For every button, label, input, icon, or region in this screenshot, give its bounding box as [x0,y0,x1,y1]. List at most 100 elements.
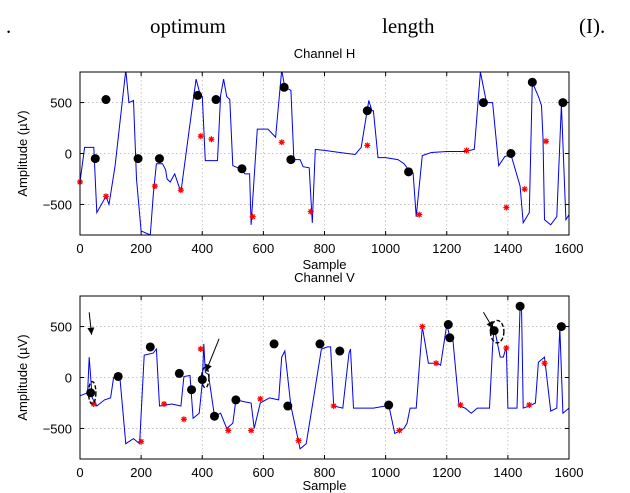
x-tick-label: 0 [76,465,83,480]
marker-secondary-stroke [541,360,548,366]
marker-primary [443,320,453,330]
marker-secondary-stroke [225,427,231,434]
marker-primary [279,82,289,92]
y-axis-label: Amplitude (µV) [15,334,30,420]
marker-primary [315,339,325,349]
marker-secondary [161,400,168,407]
marker-secondary-stroke [463,147,470,154]
marker-primary [90,154,100,164]
text-period: . [6,14,12,38]
chart-panel-1: 0 200 400 600 800 1000 1200 1400 1600 −500 0 500 Cha… [15,46,583,272]
marker-primary [174,368,184,378]
marker-primary [362,106,372,116]
marker-secondary-stroke [416,212,422,218]
x-tick-label: 1000 [371,465,400,480]
x-tick-label: 1600 [555,465,584,480]
x-tick-label: 1400 [493,465,522,480]
marker-primary [209,411,219,421]
marker-primary [193,90,203,100]
marker-secondary-stroke [198,346,204,352]
marker-secondary-stroke [279,139,285,145]
marker-secondary-stroke [178,187,184,193]
marker-primary [384,400,394,410]
x-tick-label: 600 [253,465,275,480]
marker-secondary-stroke [331,403,337,409]
marker-primary [237,164,247,174]
marker-secondary [433,360,440,367]
marker-secondary [526,402,533,409]
annotation-ellipse [87,380,97,405]
marker-primary [145,342,155,352]
marker-secondary-stroke [250,214,256,220]
x-tick-label: 1000 [371,241,400,256]
marker-secondary-stroke [457,402,464,408]
marker-primary [101,95,111,105]
marker-primary [211,95,221,105]
y-tick-label: −500 [43,197,72,212]
marker-secondary-stroke [396,427,403,434]
y-tick-label: −500 [43,421,72,436]
marker-secondary-stroke [91,401,97,407]
marker-secondary-stroke [152,183,158,189]
y-axis-label: Amplitude (µV) [15,110,30,196]
text-word-length: length [382,14,435,38]
marker-secondary-stroke [433,360,439,366]
marker-primary [489,326,499,336]
marker-primary [558,98,568,108]
marker-secondary-stroke [522,186,528,192]
marker-secondary [257,395,264,402]
x-tick-label: 800 [314,241,336,256]
y-tick-label: 0 [65,147,72,162]
marker-secondary [197,133,204,140]
marker-secondary [503,344,510,351]
marker-secondary-stroke [503,345,509,351]
signal-series-line [80,72,569,235]
marker-secondary [102,193,109,200]
marker-primary [133,154,143,164]
x-tick-label: 200 [130,241,152,256]
marker-secondary [364,142,371,149]
marker-primary [231,395,241,405]
annotation-ellipse [200,366,210,389]
x-tick-label: 400 [191,465,213,480]
marker-primary [527,77,537,87]
marker-primary [86,388,96,398]
x-tick-label: 400 [191,241,213,256]
marker-secondary-stroke [503,204,509,211]
marker-primary [506,149,516,158]
marker-primary [445,333,455,343]
marker-secondary-stroke [181,416,187,422]
x-tick-label: 200 [130,465,152,480]
marker-secondary-stroke [526,402,532,408]
signal-series-line [80,306,569,450]
marker-secondary-stroke [419,323,425,330]
marker-secondary-stroke [138,439,144,445]
marker-secondary [419,323,426,330]
marker-secondary [177,187,184,194]
marker-secondary [278,139,285,146]
marker-secondary-stroke [543,138,549,144]
marker-secondary [225,427,232,434]
marker-primary [478,98,488,108]
marker-secondary [208,136,215,143]
marker-primary [187,385,197,395]
x-axis-label: Sample [302,257,346,272]
marker-primary [113,371,123,381]
marker-secondary [543,138,550,145]
marker-primary [404,167,414,177]
marker-secondary-stroke [248,427,254,434]
marker-secondary-stroke [257,396,263,402]
marker-secondary [307,208,314,215]
chart-title: Channel H [294,46,355,61]
marker-secondary-stroke [103,193,109,199]
marker-primary [515,301,525,311]
marker-secondary [457,402,464,409]
marker-primary [335,346,345,356]
chart-title: Channel V [294,270,355,285]
marker-primary [283,401,293,411]
marker-secondary-stroke [295,438,302,444]
y-tick-label: 500 [50,96,72,111]
marker-secondary [180,416,187,423]
text-fragment: . optimum length (I). [0,14,630,44]
